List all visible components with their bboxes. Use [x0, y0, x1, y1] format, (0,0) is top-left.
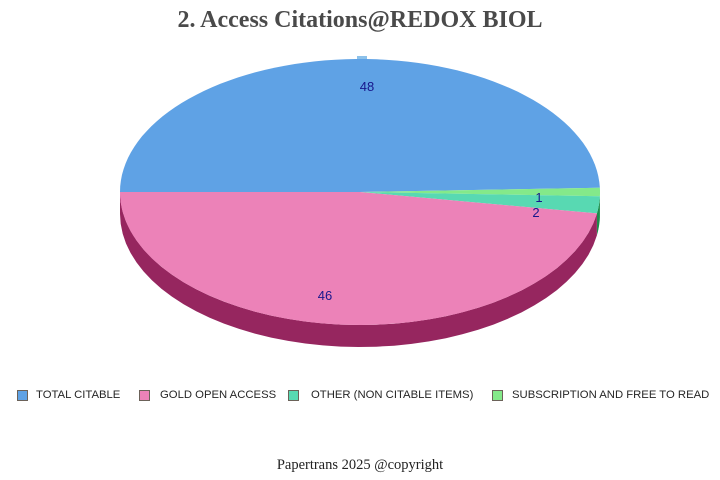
svg-text:1: 1 [535, 190, 542, 205]
svg-text:46: 46 [318, 288, 332, 303]
svg-text:2: 2 [532, 205, 539, 220]
svg-text:48: 48 [360, 79, 374, 94]
